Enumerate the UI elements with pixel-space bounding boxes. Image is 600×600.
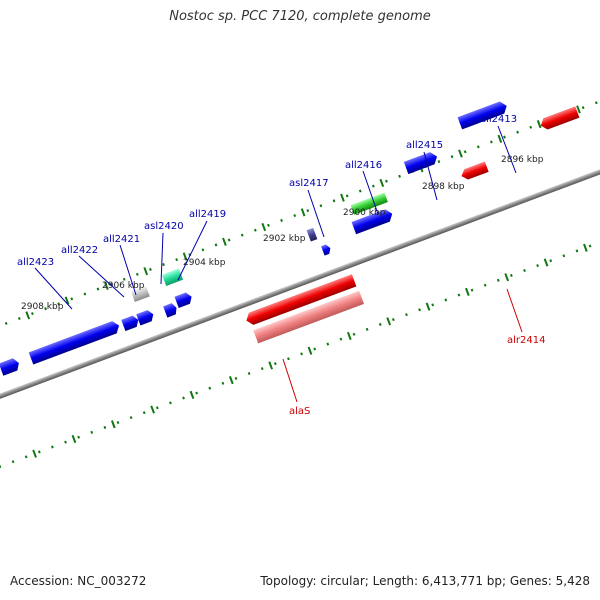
- gene-alaS-rna-arrow[interactable]: [253, 290, 365, 344]
- gene-all2422-arrow[interactable]: [28, 319, 122, 365]
- topology-footer: Topology: circular; Length: 6,413,771 bp…: [260, 574, 590, 588]
- gene-all2421b-arrow[interactable]: [136, 309, 155, 326]
- genome-axis-group: [0, 94, 600, 474]
- major-tick-mark: [425, 302, 431, 311]
- major-tick-mark: [543, 258, 549, 267]
- major-tick-mark: [386, 317, 392, 326]
- gene-all2413-arrow[interactable]: [457, 100, 509, 130]
- page-title: Nostoc sp. PCC 7120, complete genome: [169, 9, 431, 24]
- major-tick-mark: [222, 237, 227, 246]
- gene-label-asl2420[interactable]: asl2420: [144, 221, 184, 232]
- gene-all2423-arrow[interactable]: [0, 357, 21, 376]
- major-tick-mark: [261, 222, 267, 232]
- gene-label-all2422[interactable]: all2422: [61, 245, 98, 256]
- major-tick-mark: [25, 311, 31, 320]
- outer-tick-track: [0, 94, 600, 350]
- gene-label-all2421[interactable]: all2421: [103, 234, 140, 245]
- reverse-leader-lines: [282, 288, 523, 403]
- scale-label-2908: 2908 kbp: [21, 302, 64, 312]
- gene-all2419-arrow[interactable]: [174, 291, 194, 308]
- major-tick-mark: [465, 287, 470, 296]
- scale-label-2896: 2896 kbp: [501, 155, 544, 165]
- major-tick-mark: [347, 331, 352, 341]
- major-tick-mark: [497, 134, 503, 143]
- gene-all2419-box[interactable]: [162, 268, 184, 286]
- major-tick-mark: [143, 267, 149, 276]
- scale-label-2906: 2906 kbp: [102, 281, 145, 291]
- major-tick-mark: [504, 273, 510, 282]
- gene-asl2417-box[interactable]: [306, 227, 318, 242]
- major-tick-mark: [189, 390, 195, 399]
- major-tick-mark: [307, 346, 313, 355]
- major-tick-mark: [576, 105, 581, 114]
- accession-footer: Accession: NC_003272: [10, 574, 147, 588]
- gene-alr2413-arrow[interactable]: [539, 106, 580, 131]
- gene-all2416-arrow[interactable]: [350, 192, 388, 215]
- gene-label-all2416[interactable]: all2416: [345, 160, 382, 171]
- major-tick-mark: [583, 243, 588, 252]
- gene-label-alr2414[interactable]: alr2414: [507, 335, 545, 346]
- major-tick-mark: [32, 449, 37, 458]
- major-tick-mark: [340, 193, 345, 202]
- gene-alr2414-arrow[interactable]: [460, 161, 489, 182]
- major-tick-mark: [268, 361, 273, 370]
- gene-label-alaS[interactable]: alaS: [289, 406, 310, 417]
- gene-label-all2415[interactable]: all2415: [406, 140, 443, 151]
- genome-backbone: [0, 155, 600, 413]
- major-tick-mark: [536, 120, 542, 129]
- scale-label-2898: 2898 kbp: [422, 182, 465, 192]
- gene-asl2420-box[interactable]: [130, 286, 150, 302]
- scale-label-2904: 2904 kbp: [183, 258, 226, 268]
- major-tick-mark: [64, 296, 70, 305]
- scale-label-2900: 2900 kbp: [343, 208, 386, 218]
- gene-asl2420-arrow[interactable]: [163, 302, 178, 318]
- gene-label-all2423[interactable]: all2423: [17, 257, 54, 268]
- major-tick-mark: [110, 420, 116, 429]
- gene-label-all2419[interactable]: all2419: [189, 209, 226, 220]
- major-tick-mark: [150, 405, 155, 414]
- forward-leader-lines: [34, 125, 517, 310]
- major-tick-mark: [228, 376, 234, 385]
- gene-label-all2413[interactable]: all2413: [480, 114, 517, 125]
- scale-label-2902: 2902 kbp: [263, 234, 306, 244]
- major-tick-mark: [458, 149, 463, 158]
- major-tick-mark: [104, 281, 109, 291]
- gene-label-asl2417[interactable]: asl2417: [289, 178, 329, 189]
- gene-asl2417-arrow[interactable]: [321, 243, 332, 256]
- major-tick-mark: [300, 208, 306, 217]
- major-tick-mark: [71, 434, 77, 444]
- gene-all2416b-arrow[interactable]: [351, 208, 395, 235]
- major-tick-mark: [182, 252, 188, 261]
- gene-all2421-arrow[interactable]: [121, 314, 140, 332]
- gene-alaS-arrow[interactable]: [244, 274, 357, 326]
- gene-all2415-arrow[interactable]: [403, 150, 439, 175]
- major-tick-mark: [379, 178, 385, 188]
